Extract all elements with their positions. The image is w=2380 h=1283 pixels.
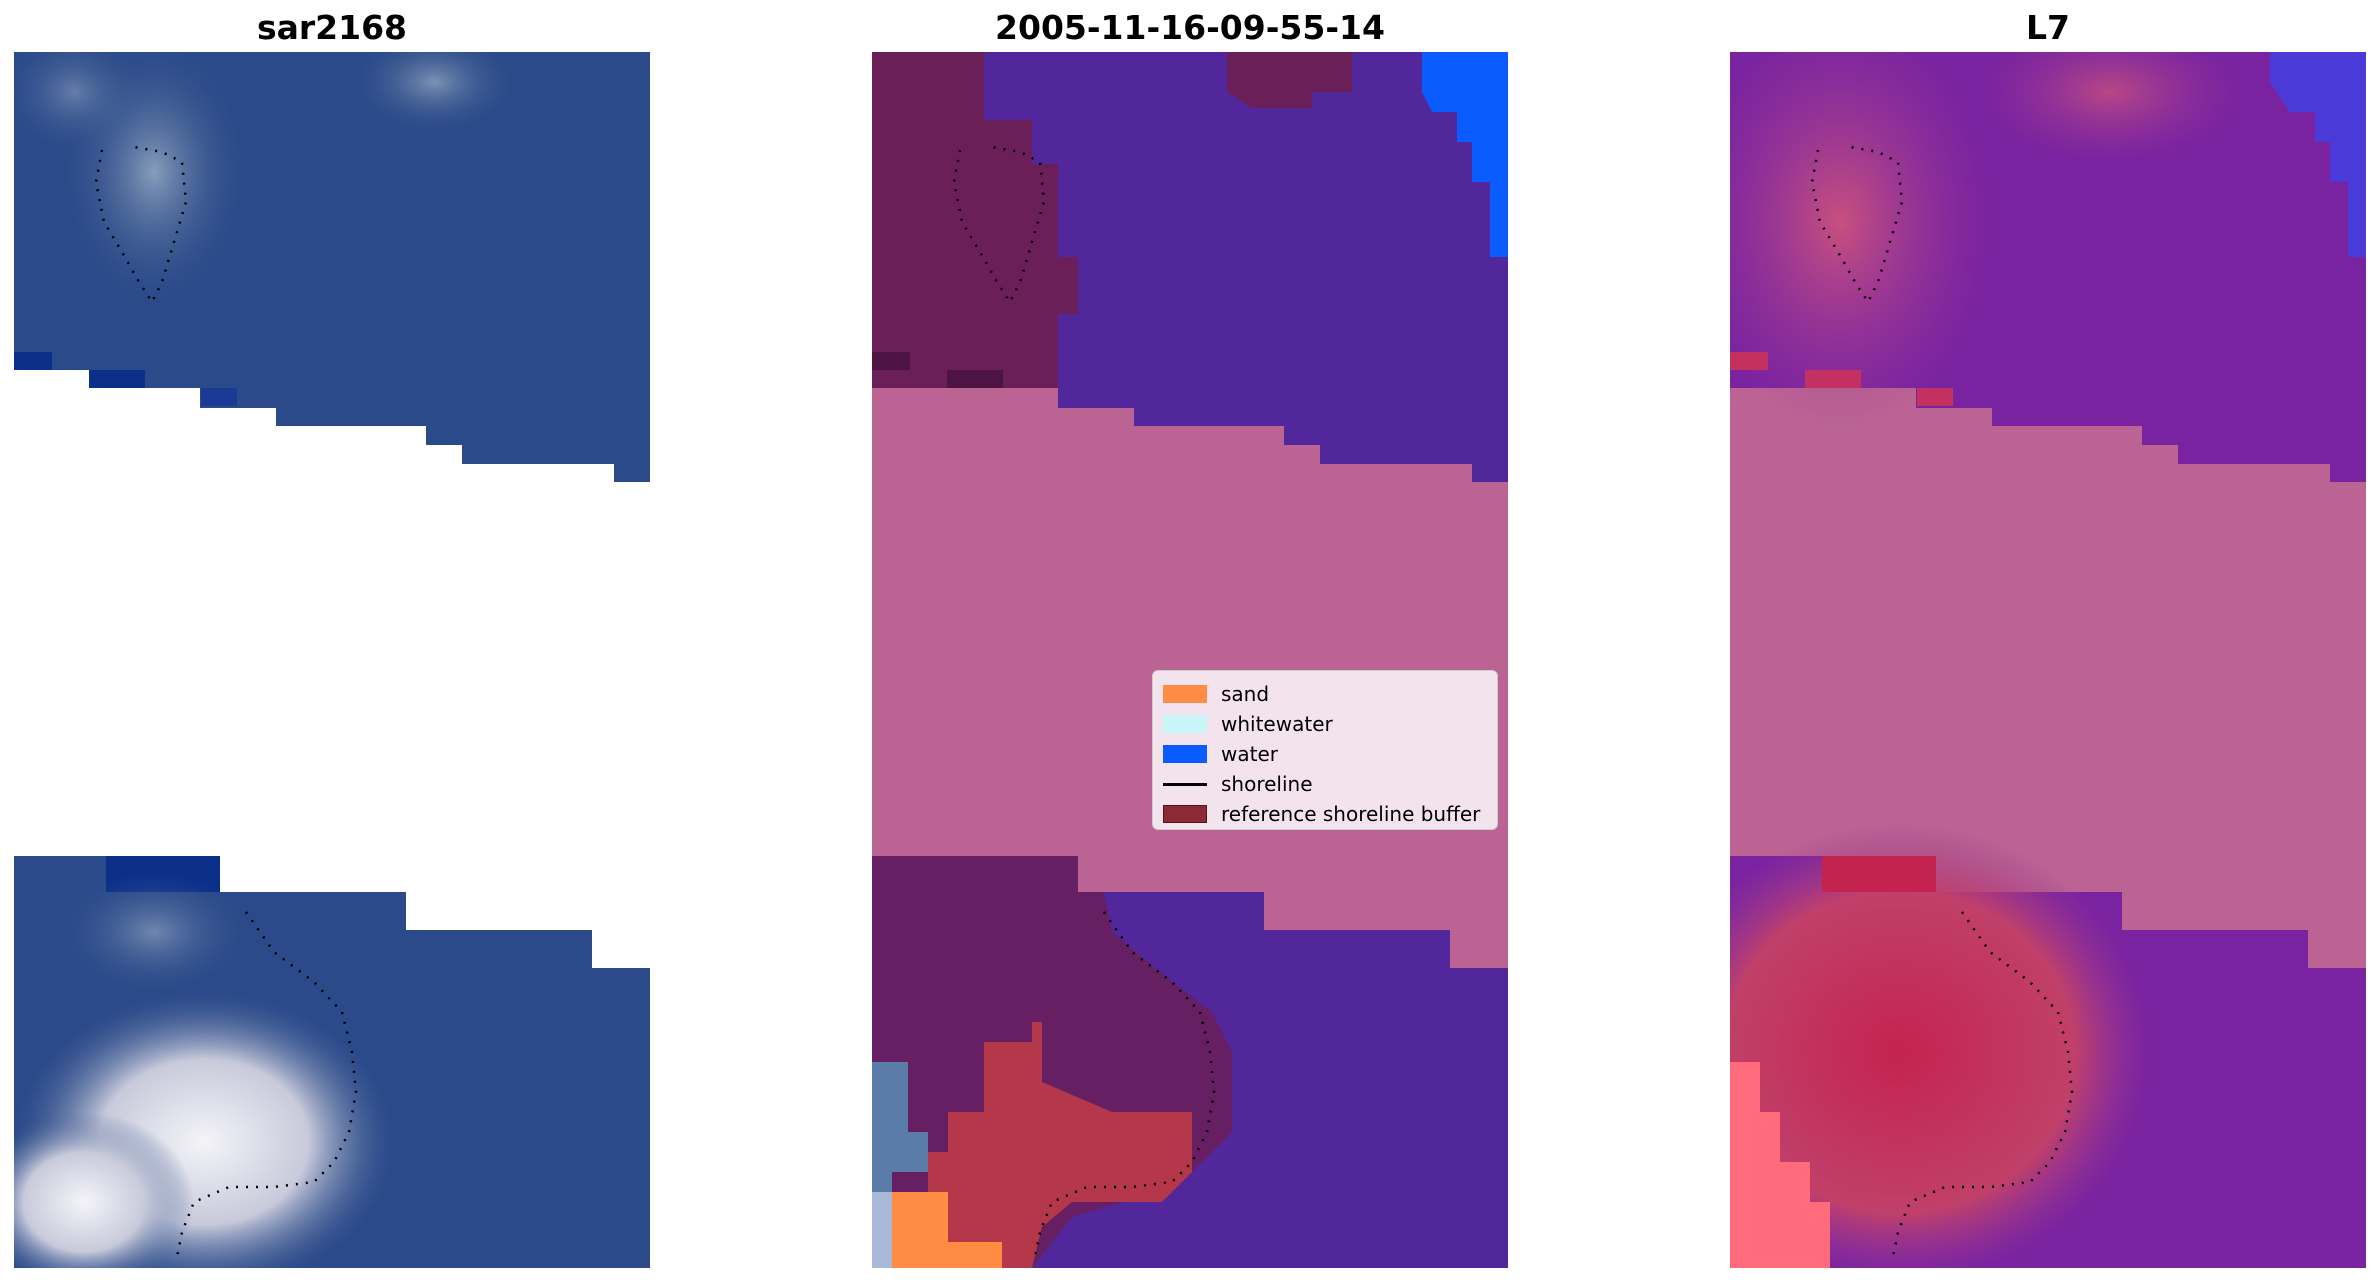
rgb-image [14,52,650,1268]
legend-item-water: water [1163,739,1487,769]
legend-swatch-buffer [1163,805,1207,823]
panel-title-rgb: sar2168 [256,8,408,47]
rgb-image-panel [14,52,650,1268]
legend: sand whitewater water shoreline referenc… [1152,670,1498,830]
index-image [1730,52,2366,1268]
panel-title-classification: 2005-11-16-09-55-14 [995,8,1385,47]
classification-map [872,52,1508,1268]
legend-label: reference shoreline buffer [1221,802,1481,826]
legend-label: water [1221,742,1278,766]
legend-item-shoreline: shoreline [1163,769,1487,799]
legend-label: sand [1221,682,1270,706]
index-image-panel [1730,52,2366,1268]
shoreline-bottom [1032,911,1216,1263]
legend-swatch-sand [1163,685,1207,703]
legend-label: shoreline [1221,772,1313,796]
classification-panel [872,52,1508,1268]
legend-swatch-water [1163,745,1207,763]
panel-title-index: L7 [2026,8,2070,47]
legend-item-buffer: reference shoreline buffer [1163,799,1487,829]
legend-item-whitewater: whitewater [1163,709,1487,739]
legend-label: whitewater [1221,712,1333,736]
legend-swatch-whitewater [1163,715,1207,733]
shoreline-bottom [174,911,358,1263]
legend-line-shoreline [1163,782,1207,786]
shoreline-bottom [1890,911,2074,1263]
legend-item-sand: sand [1163,679,1487,709]
